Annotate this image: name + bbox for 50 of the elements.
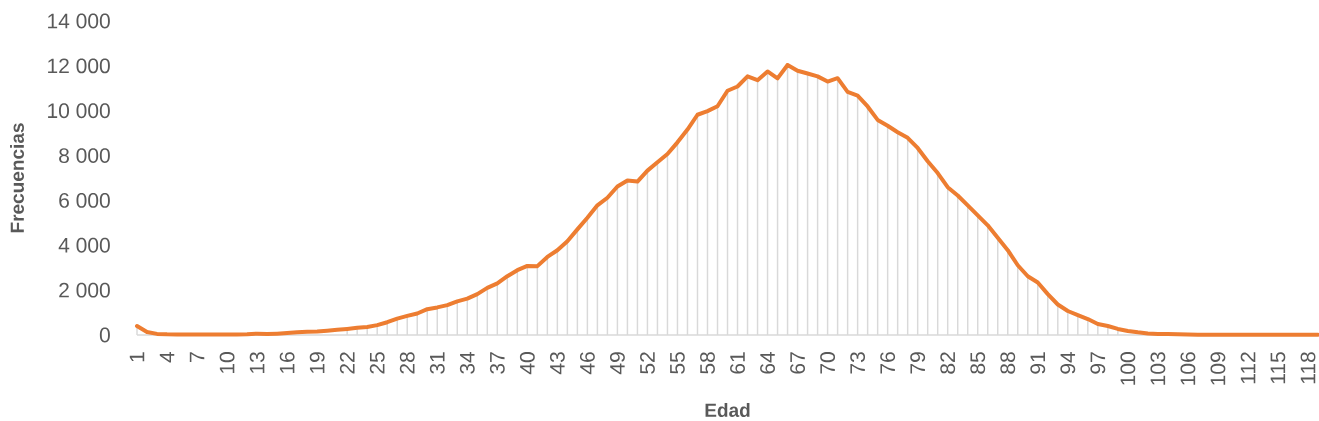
x-tick-label: 10 bbox=[219, 352, 235, 374]
x-tick-label: 4 bbox=[159, 351, 175, 363]
x-tick-label: 1 bbox=[129, 352, 145, 362]
x-tick-label: 37 bbox=[489, 352, 505, 374]
x-tick-label: 115 bbox=[1270, 352, 1286, 384]
x-tick-label: 55 bbox=[670, 352, 685, 374]
x-tick-label: 22 bbox=[339, 352, 355, 374]
x-tick-label: 85 bbox=[970, 352, 986, 374]
y-tick-label: 2 000 bbox=[59, 282, 110, 298]
y-tick-label: 12 000 bbox=[48, 58, 110, 74]
x-tick-label: 13 bbox=[249, 352, 265, 374]
x-tick-label: 49 bbox=[609, 352, 625, 375]
x-tick-label: 76 bbox=[880, 352, 896, 374]
y-tick-label: 0 bbox=[99, 327, 110, 343]
x-tick-label: 28 bbox=[399, 352, 415, 374]
x-tick-label: 109 bbox=[1210, 352, 1226, 385]
x-tick-label: 67 bbox=[790, 352, 806, 374]
x-tick-label: 40 bbox=[519, 352, 535, 375]
y-tick-label: 8 000 bbox=[59, 148, 110, 164]
x-tick-label: 64 bbox=[760, 351, 775, 374]
x-tick-label: 97 bbox=[1090, 352, 1106, 374]
x-tick-label: 103 bbox=[1150, 352, 1166, 385]
x-tick-label: 88 bbox=[1000, 352, 1016, 374]
x-tick-label: 70 bbox=[820, 352, 836, 374]
x-tick-label: 7 bbox=[189, 352, 205, 362]
x-tick-label: 118 bbox=[1300, 352, 1316, 384]
x-tick-label: 73 bbox=[850, 352, 866, 374]
x-tick-label: 58 bbox=[700, 352, 715, 374]
y-tick-label: 6 000 bbox=[59, 193, 110, 208]
x-tick-label: 52 bbox=[640, 352, 655, 374]
y-tick-label: 14 000 bbox=[48, 13, 110, 29]
x-tick-label: 106 bbox=[1180, 352, 1196, 385]
x-tick-label: 91 bbox=[1030, 352, 1046, 374]
x-tick-label: 79 bbox=[910, 352, 926, 374]
y-tick-label: 4 000 bbox=[58, 237, 110, 253]
x-tick-label: 94 bbox=[1060, 351, 1076, 374]
x-tick-label: 112 bbox=[1240, 352, 1256, 384]
x-tick-label: 25 bbox=[369, 352, 385, 374]
x-axis-title: Edad bbox=[705, 403, 750, 417]
x-tick-label: 61 bbox=[730, 352, 745, 374]
x-tick-label: 82 bbox=[940, 352, 956, 374]
x-tick-label: 34 bbox=[459, 351, 475, 374]
x-tick-label: 19 bbox=[309, 352, 325, 374]
x-tick-label: 43 bbox=[549, 352, 565, 375]
x-tick-label: 100 bbox=[1120, 352, 1136, 385]
x-tick-label: 46 bbox=[579, 352, 595, 375]
y-axis-title: Frecuencias bbox=[10, 123, 24, 233]
x-tick-label: 31 bbox=[429, 352, 445, 374]
x-tick-label: 16 bbox=[279, 352, 295, 374]
y-tick-label: 10 000 bbox=[48, 103, 110, 119]
